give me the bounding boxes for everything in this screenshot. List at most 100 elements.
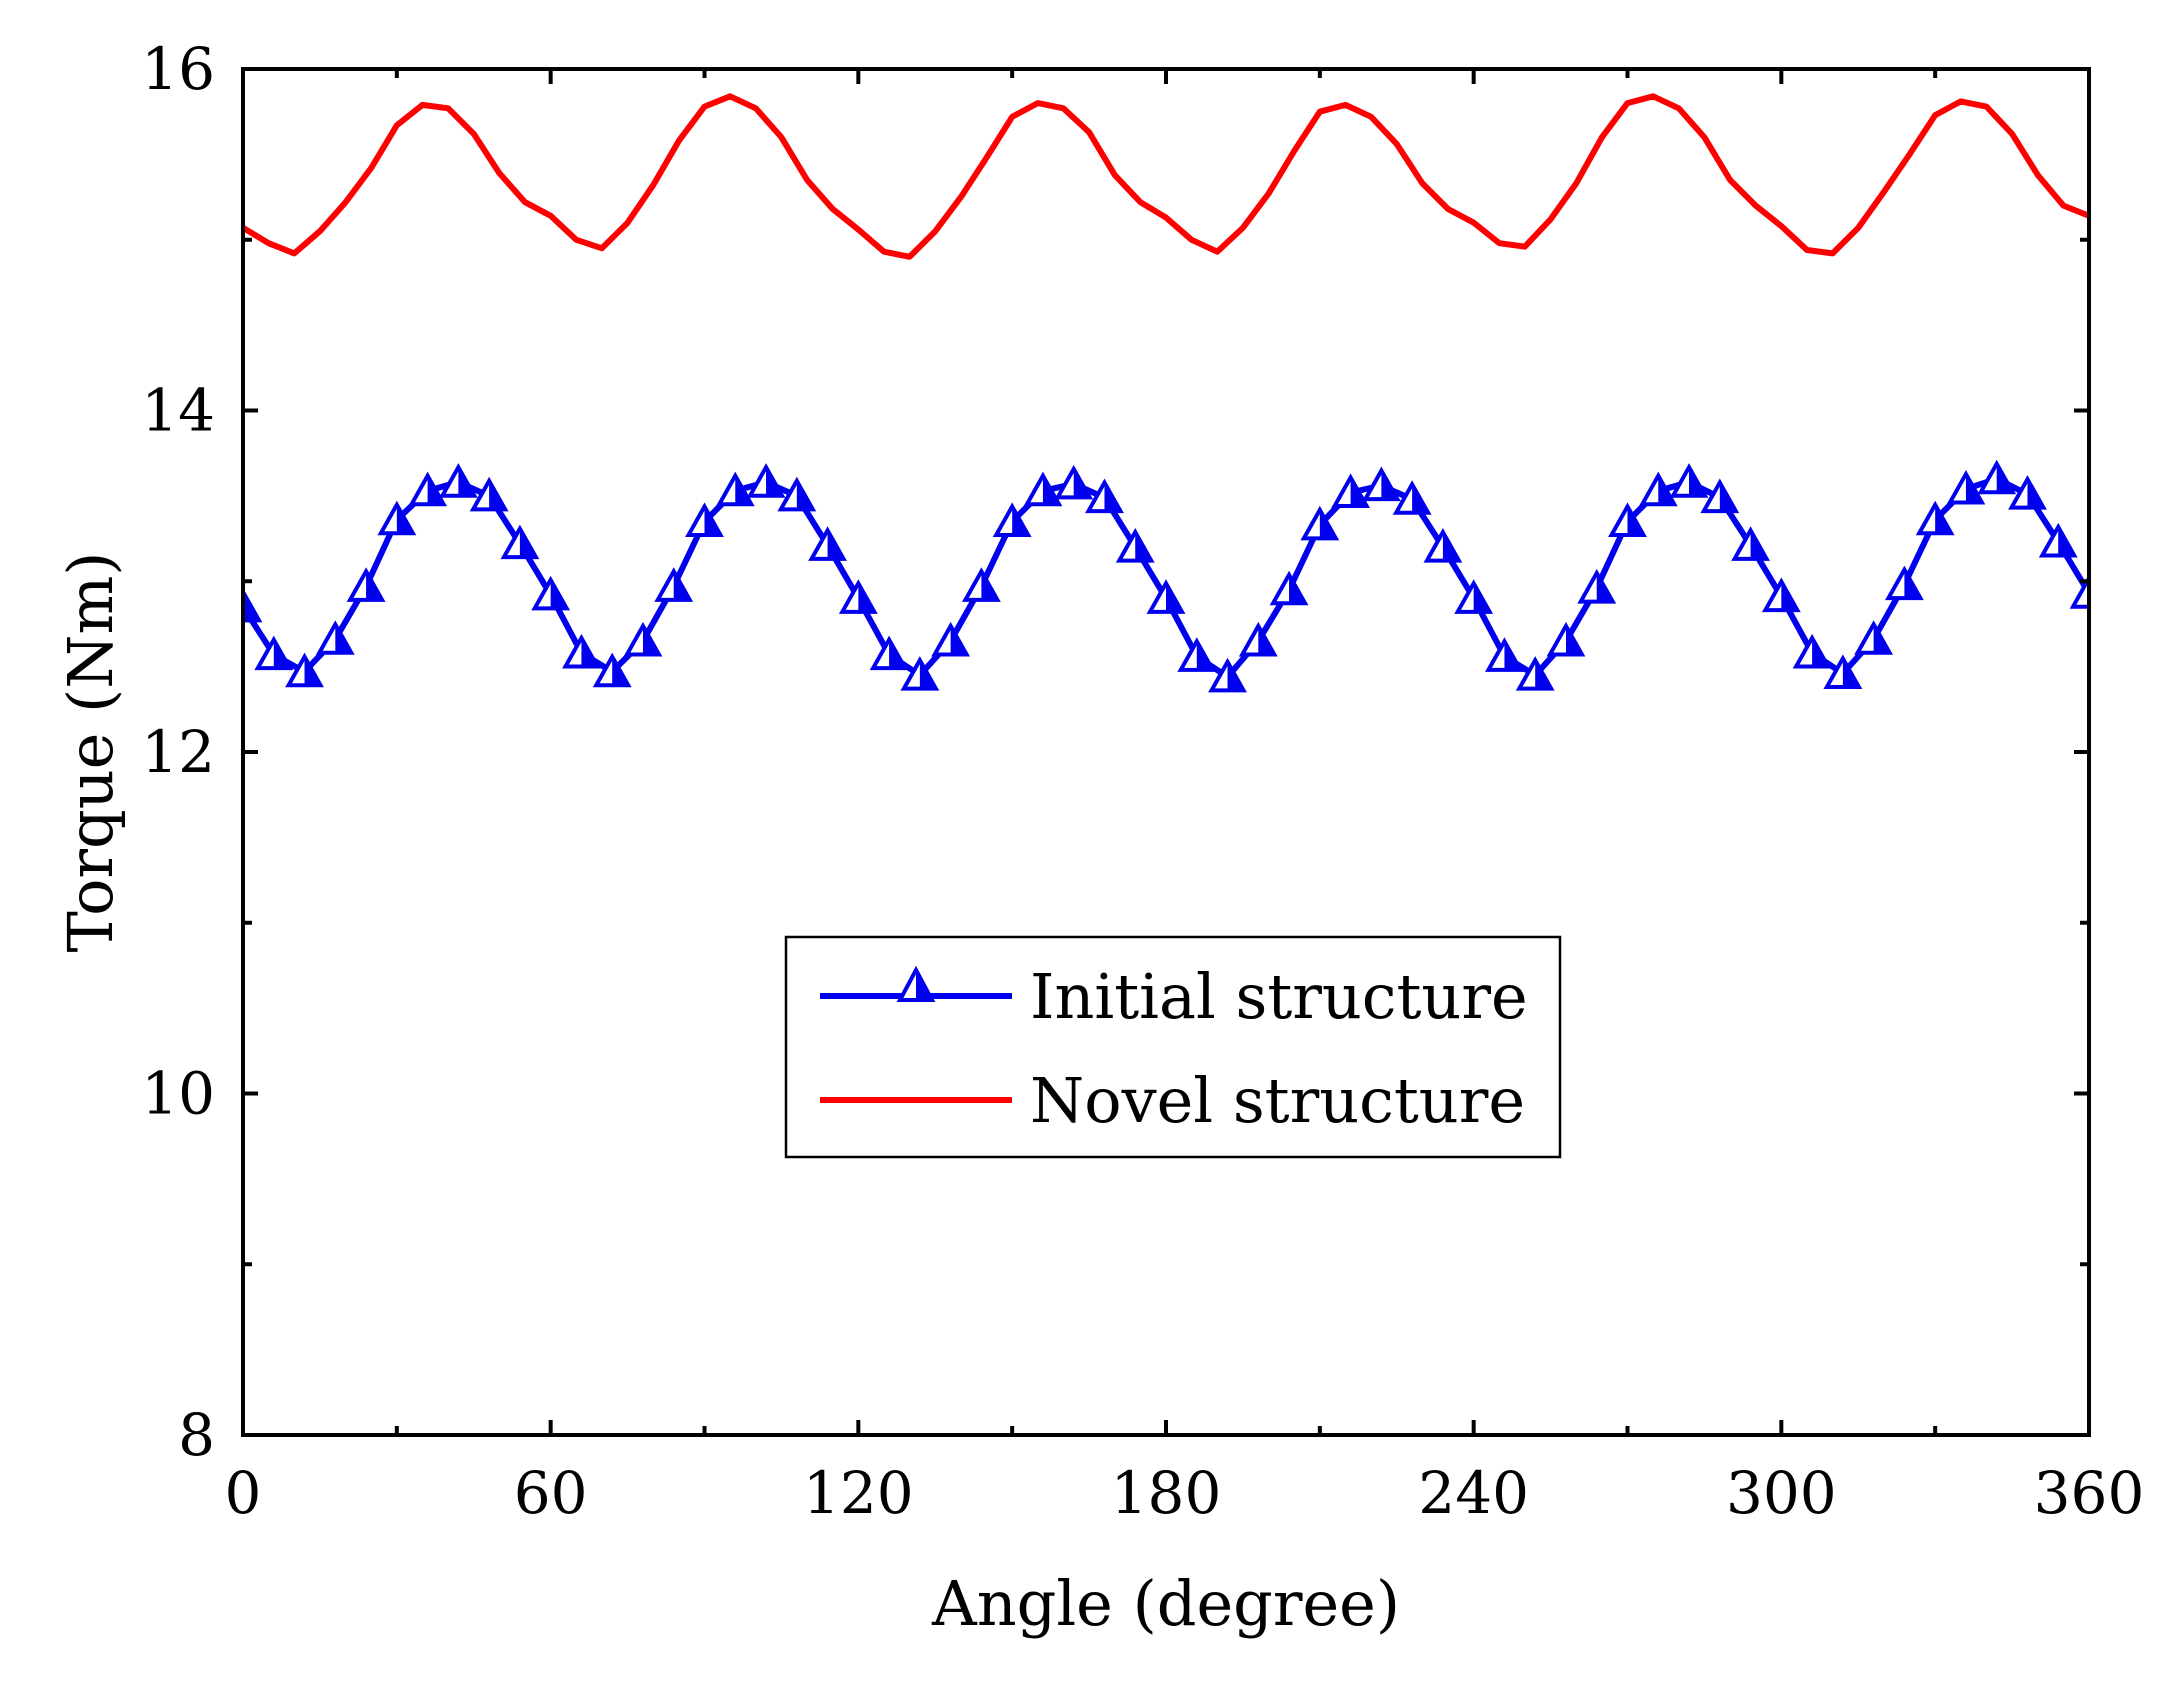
triangle-marker-fill [673, 571, 690, 600]
data-point-initial [654, 567, 694, 602]
data-point-initial [1608, 502, 1647, 537]
triangle-marker-fill [581, 637, 598, 667]
data-point-initial [1177, 637, 1217, 672]
data-point-initial [243, 587, 263, 623]
y-tick-label: 16 [141, 35, 215, 103]
triangle-marker-fill [1166, 583, 1182, 612]
data-point-initial [838, 579, 878, 614]
triangle-marker-fill [1596, 573, 1613, 602]
data-point-initial [1054, 464, 1094, 500]
triangle-marker-fill [1535, 660, 1552, 689]
data-point-initial [1515, 656, 1555, 691]
plot-frame [241, 67, 2091, 1437]
legend: Initial structure Novel structure [784, 935, 1562, 1159]
triangle-marker-fill [1350, 477, 1367, 506]
data-point-initial [377, 500, 417, 536]
data-point-initial [808, 526, 847, 561]
triangle-marker-fill [1473, 583, 1490, 612]
legend-swatch-initial-marker-fill [916, 970, 932, 1000]
triangle-marker-fill [1812, 637, 1829, 667]
data-point-initial [1423, 528, 1463, 563]
triangle-marker-fill [858, 583, 875, 612]
data-point-initial [1392, 480, 1432, 515]
triangle-marker-fill [2089, 578, 2105, 607]
x-tick-label: 300 [1726, 1459, 1837, 1527]
data-point-initial [1700, 478, 1740, 514]
data-point-initial [1792, 633, 1832, 669]
data-point-initial [1731, 526, 1770, 561]
data-point-initial [1546, 621, 1586, 657]
data-point-initial [1915, 500, 1955, 536]
triangle-marker-fill [950, 626, 967, 655]
triangle-marker-fill [981, 571, 998, 600]
legend-item-novel: Novel structure [820, 1064, 1525, 1137]
data-point-initial [1977, 459, 2017, 495]
y-tick-label: 14 [141, 377, 215, 445]
x-tick-label: 240 [1418, 1459, 1529, 1527]
triangle-marker-fill [1442, 532, 1459, 561]
data-point-initial [685, 502, 724, 537]
triangle-marker-fill [366, 571, 383, 600]
triangle-marker-fill [1289, 574, 1306, 604]
data-point-initial [1331, 473, 1371, 508]
data-point-initial [2069, 574, 2105, 609]
triangle-marker-outline [2069, 574, 2089, 609]
data-point-initial [869, 635, 909, 671]
triangle-marker-fill [273, 639, 290, 669]
data-point-initial [900, 656, 940, 691]
triangle-marker-fill [1719, 482, 1736, 512]
triangle-marker-fill [827, 530, 844, 559]
triangle-marker-fill [243, 591, 259, 621]
triangle-marker-fill [1504, 641, 1521, 670]
data-point-initial [254, 635, 294, 671]
data-point-initial [1115, 528, 1155, 563]
data-point-initial [931, 621, 971, 657]
triangle-marker-fill [889, 639, 906, 669]
triangle-marker-fill [2027, 479, 2044, 508]
triangle-marker-fill [550, 579, 567, 609]
legend-label-initial: Initial structure [1030, 960, 1528, 1033]
triangle-marker-fill [1227, 661, 1244, 691]
triangle-marker-fill [1073, 468, 1090, 498]
data-point-initial [531, 575, 571, 611]
data-point-initial [1946, 469, 1986, 505]
marker-layer [243, 459, 2105, 693]
triangle-marker-fill [1935, 504, 1952, 534]
data-point-initial [285, 652, 324, 688]
data-point-initial [746, 463, 786, 498]
x-axis-title: Angle (degree) [931, 1567, 1400, 1640]
data-point-initial [623, 621, 663, 657]
data-point-initial [1669, 463, 1709, 498]
triangle-marker-fill [1781, 581, 1798, 611]
data-point-initial [1238, 621, 1278, 657]
triangle-marker-fill [919, 660, 936, 689]
data-point-initial [1208, 657, 1247, 693]
triangle-marker-fill [1750, 530, 1767, 559]
triangle-marker-fill [1258, 626, 1275, 655]
triangle-marker-fill [1873, 624, 1890, 653]
data-point-initial [2008, 475, 2047, 510]
data-point-initial [1454, 579, 1494, 614]
data-point-initial [562, 633, 601, 669]
triangle-marker-fill [1042, 475, 1059, 505]
x-tick-label: 360 [2034, 1459, 2145, 1527]
triangle-marker-fill [1412, 484, 1429, 513]
triangle-marker-fill [1842, 658, 1859, 687]
triangle-marker-fill [335, 624, 352, 653]
triangle-marker-fill [1196, 641, 1213, 670]
x-tick-label: 60 [514, 1459, 588, 1527]
triangle-marker-fill [612, 656, 629, 686]
triangle-marker-fill [519, 528, 536, 558]
triangle-marker-fill [1012, 506, 1029, 535]
y-tick-label: 10 [141, 1060, 215, 1128]
tick-layer [241, 67, 2091, 1437]
triangle-marker-fill [1135, 532, 1152, 561]
data-point-initial [961, 567, 1001, 602]
tick-label-layer: 0 60 120 180 240 300 360 8 10 12 14 16 [141, 35, 2144, 1527]
data-point-initial [2038, 522, 2078, 558]
data-point-initial [992, 502, 1032, 537]
triangle-marker-fill [1319, 509, 1336, 539]
legend-item-initial: Initial structure [820, 960, 1528, 1033]
x-tick-label: 180 [1111, 1459, 1222, 1527]
